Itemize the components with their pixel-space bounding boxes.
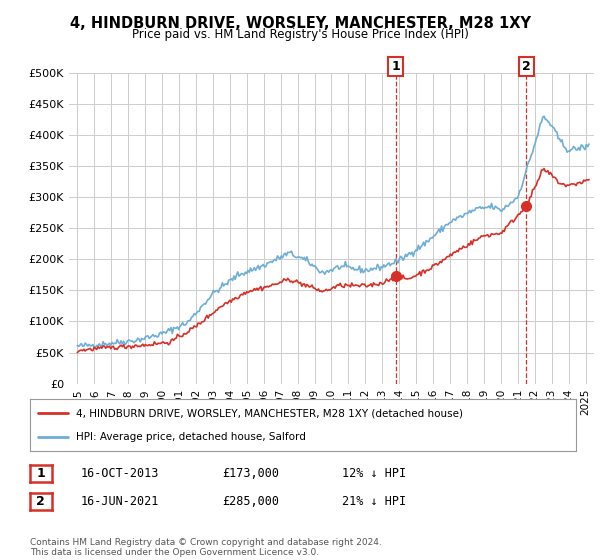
Text: HPI: Average price, detached house, Salford: HPI: Average price, detached house, Salf…	[76, 432, 306, 442]
Text: 2: 2	[37, 495, 45, 508]
Text: 1: 1	[391, 60, 400, 73]
Text: 4, HINDBURN DRIVE, WORSLEY, MANCHESTER, M28 1XY: 4, HINDBURN DRIVE, WORSLEY, MANCHESTER, …	[70, 16, 530, 31]
Text: Price paid vs. HM Land Registry's House Price Index (HPI): Price paid vs. HM Land Registry's House …	[131, 28, 469, 41]
Text: 12% ↓ HPI: 12% ↓ HPI	[342, 467, 406, 480]
Text: £285,000: £285,000	[222, 495, 279, 508]
Text: 16-JUN-2021: 16-JUN-2021	[81, 495, 160, 508]
Text: 21% ↓ HPI: 21% ↓ HPI	[342, 495, 406, 508]
Text: 1: 1	[37, 467, 45, 480]
Text: £173,000: £173,000	[222, 467, 279, 480]
Text: 16-OCT-2013: 16-OCT-2013	[81, 467, 160, 480]
Text: Contains HM Land Registry data © Crown copyright and database right 2024.
This d: Contains HM Land Registry data © Crown c…	[30, 538, 382, 557]
Text: 4, HINDBURN DRIVE, WORSLEY, MANCHESTER, M28 1XY (detached house): 4, HINDBURN DRIVE, WORSLEY, MANCHESTER, …	[76, 408, 463, 418]
Text: 2: 2	[522, 60, 530, 73]
